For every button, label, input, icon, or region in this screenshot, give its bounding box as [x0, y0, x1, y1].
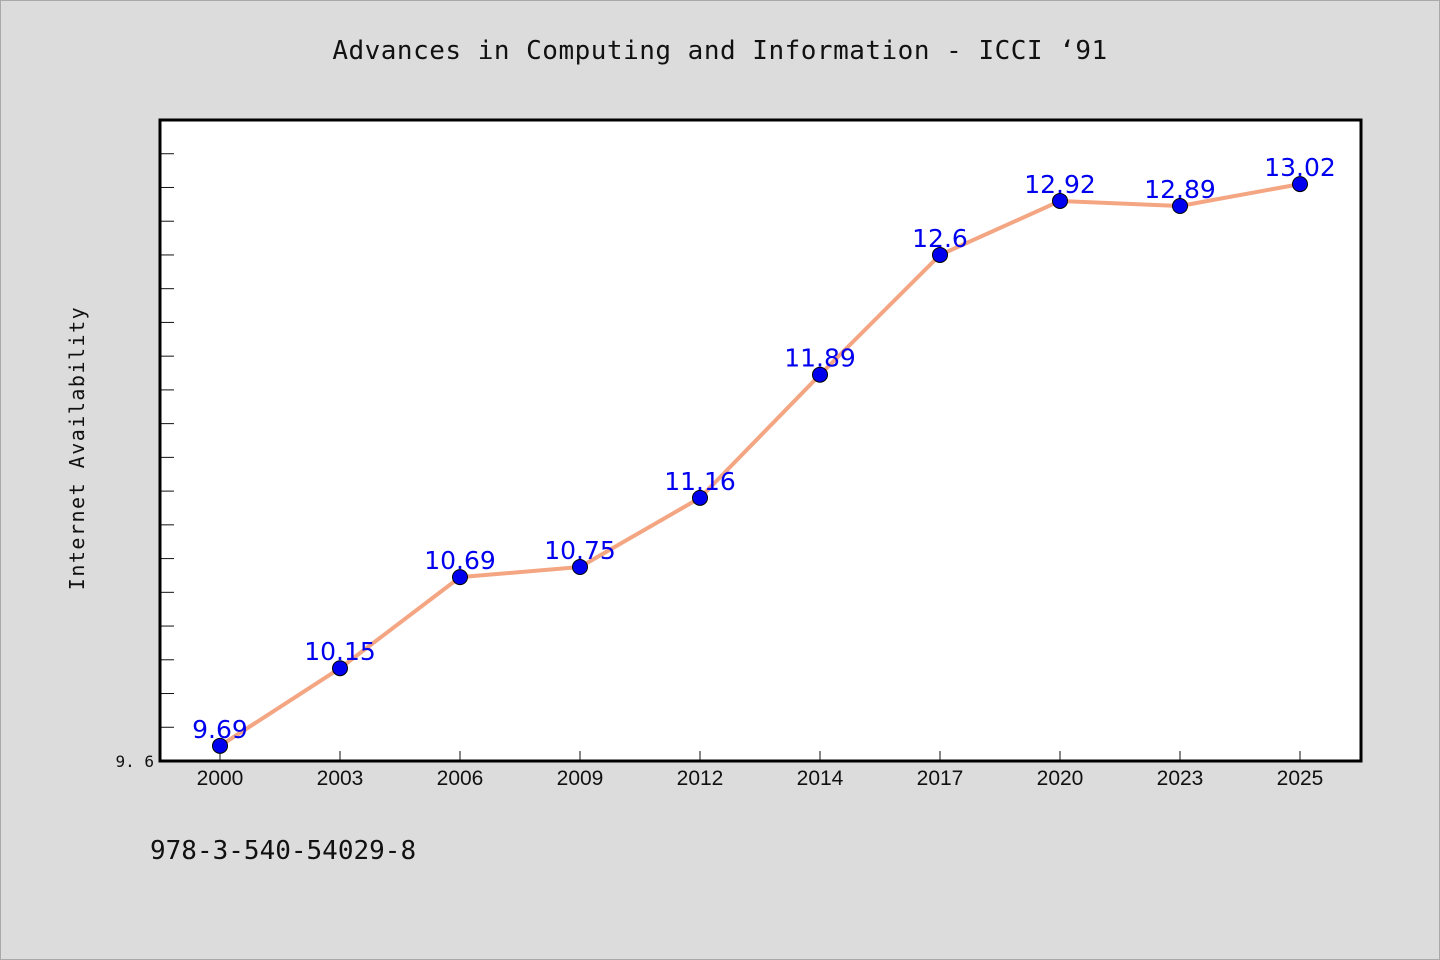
x-tick-label: 2023	[1157, 767, 1204, 790]
data-label: 10.75	[544, 536, 616, 565]
plot-layer: 2000 2003 2006 2009 2012 2014 2017 2020 2023 2025…	[115, 118, 1363, 790]
y-tick-label: 9. 6	[115, 752, 154, 771]
data-label: 11.16	[664, 467, 736, 496]
data-label: 9.69	[192, 715, 248, 744]
data-label: 12.92	[1024, 170, 1096, 199]
data-point	[1172, 198, 1188, 215]
x-tick-label: 2006	[437, 767, 484, 790]
data-point	[1052, 192, 1068, 209]
x-tick-label: 2020	[1037, 767, 1084, 790]
data-point	[452, 569, 468, 586]
data-point	[692, 489, 708, 506]
data-label: 11.89	[784, 344, 856, 373]
data-label: 13.02	[1264, 153, 1336, 182]
plot-border	[158, 118, 1363, 763]
data-label: 10.15	[304, 637, 376, 666]
x-tick-label: 2014	[797, 767, 844, 790]
x-tick-label: 2025	[1277, 767, 1324, 790]
x-tick-label: 2017	[917, 767, 964, 790]
series-line	[218, 182, 1301, 748]
data-point	[812, 366, 828, 383]
x-tick-label: 2000	[197, 767, 244, 790]
data-label: 10.69	[424, 546, 496, 575]
x-tick-label: 2009	[557, 767, 604, 790]
x-tick-label: 2003	[317, 767, 364, 790]
data-point	[932, 246, 948, 263]
data-point	[332, 660, 348, 677]
data-label: 12.6	[912, 224, 968, 253]
data-point	[212, 737, 228, 754]
data-label: 12.89	[1144, 175, 1216, 204]
data-point	[1292, 176, 1308, 193]
chart-title: Advances in Computing and Information - …	[332, 36, 1108, 66]
x-tick-label: 2012	[677, 767, 724, 790]
data-point	[572, 559, 588, 576]
footer-note: 978-3-540-54029-8	[150, 836, 417, 866]
